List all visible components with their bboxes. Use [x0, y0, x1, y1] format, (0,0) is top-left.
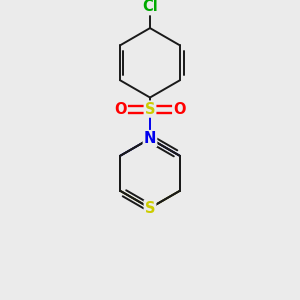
Text: O: O	[114, 102, 127, 117]
Text: N: N	[144, 131, 156, 146]
Text: Cl: Cl	[142, 0, 158, 14]
Text: O: O	[173, 102, 186, 117]
Text: S: S	[145, 102, 155, 117]
Text: S: S	[145, 200, 155, 215]
